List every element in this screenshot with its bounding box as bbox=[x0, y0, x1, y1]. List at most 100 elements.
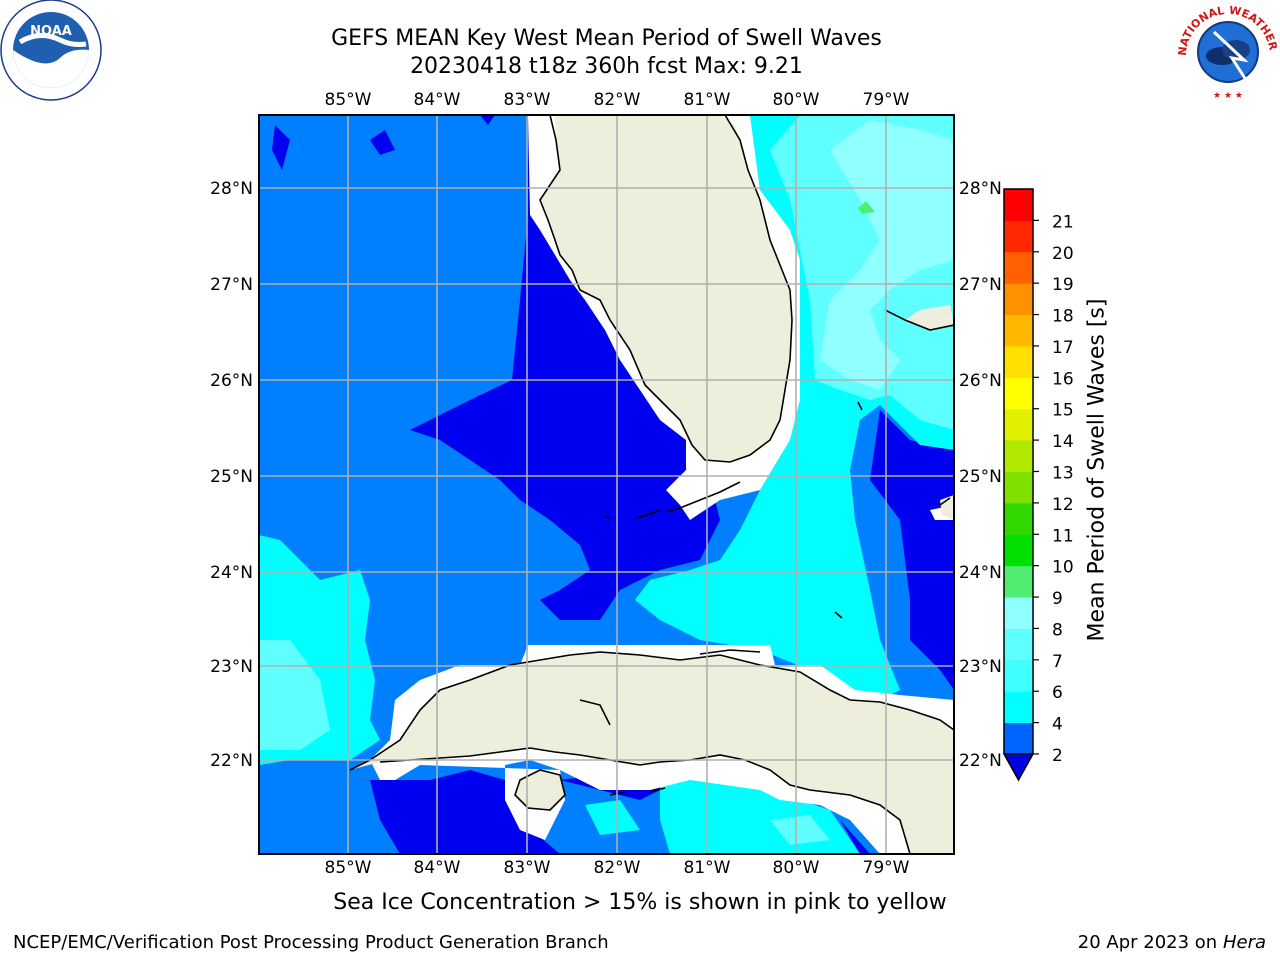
footer-date-text: 20 Apr 2023 on bbox=[1077, 932, 1223, 953]
lon-label-bottom: 81°W bbox=[684, 858, 731, 878]
colorbar-tick-label: 15 bbox=[1052, 401, 1074, 421]
colorbar-tick-label: 8 bbox=[1052, 620, 1063, 640]
map-frame bbox=[258, 114, 955, 855]
field-below-2s-se bbox=[840, 820, 870, 854]
colorbar-label: Mean Period of Swell Waves [s] bbox=[1084, 298, 1110, 642]
colorbar-tick-label: 18 bbox=[1052, 307, 1074, 327]
lat-label-right: 22°N bbox=[959, 751, 1002, 771]
coast-florida-east bbox=[724, 115, 793, 421]
coast-cuba-south bbox=[379, 747, 911, 854]
colorbar-tick-label: 6 bbox=[1052, 683, 1063, 703]
colorbar-segment bbox=[1004, 408, 1033, 441]
field-below-2s-east bbox=[870, 410, 954, 690]
lon-label-bottom: 82°W bbox=[594, 858, 641, 878]
colorbar-tick-label: 16 bbox=[1052, 369, 1074, 389]
colorbar-segment bbox=[1004, 377, 1033, 410]
colorbar-tick-label: 20 bbox=[1052, 244, 1074, 264]
colorbar-segment bbox=[1004, 220, 1033, 253]
colorbar-segment bbox=[1004, 659, 1033, 692]
colorbar: 2 4 6 7 8 9 10 11 12 13 14 15 16 17 18 19 20 21 bbox=[1002, 188, 1074, 782]
nws-stars-icon: ★ ★ ★ bbox=[1213, 91, 1243, 101]
colorbar-segment bbox=[1004, 628, 1033, 661]
lat-label-right: 24°N bbox=[959, 563, 1002, 583]
colorbar-tick-label: 11 bbox=[1052, 526, 1074, 546]
lat-label-left: 22°N bbox=[210, 751, 253, 771]
colorbar-segment bbox=[1004, 565, 1033, 598]
land-florida bbox=[540, 115, 792, 462]
lon-label-bottom: 84°W bbox=[414, 858, 461, 878]
lon-label-bottom: 85°W bbox=[325, 858, 372, 878]
lat-label-right: 27°N bbox=[959, 275, 1002, 295]
colorbar-tick-label: 7 bbox=[1052, 652, 1063, 672]
colorbar-tick-label: 13 bbox=[1052, 464, 1074, 484]
lon-label-top: 80°W bbox=[773, 90, 820, 110]
lon-label-top: 82°W bbox=[594, 90, 641, 110]
field-6-8s-west bbox=[259, 640, 330, 750]
field-below-2s-nw bbox=[272, 115, 495, 170]
lon-label-top: 81°W bbox=[684, 90, 731, 110]
field-below-2s-gulf bbox=[410, 115, 720, 620]
map-field bbox=[259, 115, 954, 854]
field-9-10s bbox=[858, 201, 875, 214]
coast-florida-west bbox=[539, 115, 781, 463]
colorbar-segment bbox=[1004, 345, 1033, 378]
colorbar-tick-label: 21 bbox=[1052, 212, 1074, 232]
colorbar-segment bbox=[1004, 314, 1033, 347]
plot-subtitle: 20230418 t18z 360h fcst Max: 9.21 bbox=[410, 54, 803, 79]
field-6-8s-south bbox=[770, 815, 830, 845]
lon-labels-top: 85°W 84°W 83°W 82°W 81°W 80°W 79°W bbox=[325, 90, 910, 110]
colorbar-segment bbox=[1004, 189, 1033, 221]
lat-label-left: 25°N bbox=[210, 467, 253, 487]
colorbar-segment bbox=[1004, 440, 1033, 472]
colorbar-tick-label: 4 bbox=[1052, 715, 1063, 735]
lon-label-top: 83°W bbox=[504, 90, 551, 110]
colorbar-segment bbox=[1004, 251, 1033, 284]
colorbar-segment bbox=[1004, 597, 1033, 629]
lat-label-right: 23°N bbox=[959, 657, 1002, 677]
field-below-2s-sw bbox=[370, 770, 560, 854]
coast-florida-keys bbox=[604, 481, 741, 519]
lon-labels-bottom: 85°W 84°W 83°W 82°W 81°W 80°W 79°W bbox=[325, 858, 910, 878]
noaa-logo-text: NOAA bbox=[30, 24, 72, 39]
colorbar-extend-arrow bbox=[1002, 753, 1035, 782]
colorbar-segment bbox=[1004, 471, 1033, 504]
graticule bbox=[259, 115, 954, 854]
plot-title: GEFS MEAN Key West Mean Period of Swell … bbox=[331, 26, 882, 51]
colorbar-segment bbox=[1004, 722, 1033, 755]
lat-label-left: 24°N bbox=[210, 563, 253, 583]
colorbar-tick-label: 12 bbox=[1052, 495, 1074, 515]
footer-credit: NCEP/EMC/Verification Post Processing Pr… bbox=[13, 932, 609, 953]
lon-label-top: 84°W bbox=[414, 90, 461, 110]
coast-isla-juventud bbox=[514, 769, 566, 811]
footer-host: Hera bbox=[1222, 932, 1266, 953]
land-cuba bbox=[350, 652, 954, 854]
lat-label-left: 27°N bbox=[210, 275, 253, 295]
colorbar-segment bbox=[1004, 691, 1033, 724]
lon-label-top: 79°W bbox=[863, 90, 910, 110]
nws-logo: NATIONAL WEATHER SERVICE ★ ★ ★ bbox=[1174, 0, 1278, 101]
lon-label-bottom: 79°W bbox=[863, 858, 910, 878]
colorbar-tick-label: 17 bbox=[1052, 338, 1074, 358]
coastlines bbox=[349, 115, 954, 854]
noaa-logo: NOAA bbox=[0, 0, 102, 101]
colorbar-segment bbox=[1004, 502, 1033, 535]
colorbar-segment bbox=[1004, 534, 1033, 567]
lat-label-left: 26°N bbox=[210, 371, 253, 391]
lon-label-bottom: 83°W bbox=[504, 858, 551, 878]
colorbar-segment bbox=[1004, 283, 1033, 316]
coast-cuba-north bbox=[349, 651, 954, 771]
colorbar-tick-label: 19 bbox=[1052, 275, 1074, 295]
colorbar-tick-label: 9 bbox=[1052, 589, 1063, 609]
lat-label-left: 23°N bbox=[210, 657, 253, 677]
colorbar-tick-label: 14 bbox=[1052, 432, 1074, 452]
colorbar-tick-label: 2 bbox=[1052, 746, 1063, 766]
lat-label-right: 26°N bbox=[959, 371, 1002, 391]
lat-label-right: 28°N bbox=[959, 179, 1002, 199]
sea-ice-caption: Sea Ice Concentration > 15% is shown in … bbox=[333, 890, 947, 915]
coast-bahamas bbox=[834, 309, 954, 619]
lat-labels-left: 28°N 27°N 26°N 25°N 24°N 23°N 22°N bbox=[210, 179, 253, 771]
lat-label-right: 25°N bbox=[959, 467, 1002, 487]
field-4-6s-south2 bbox=[585, 800, 640, 835]
lon-label-top: 85°W bbox=[325, 90, 372, 110]
